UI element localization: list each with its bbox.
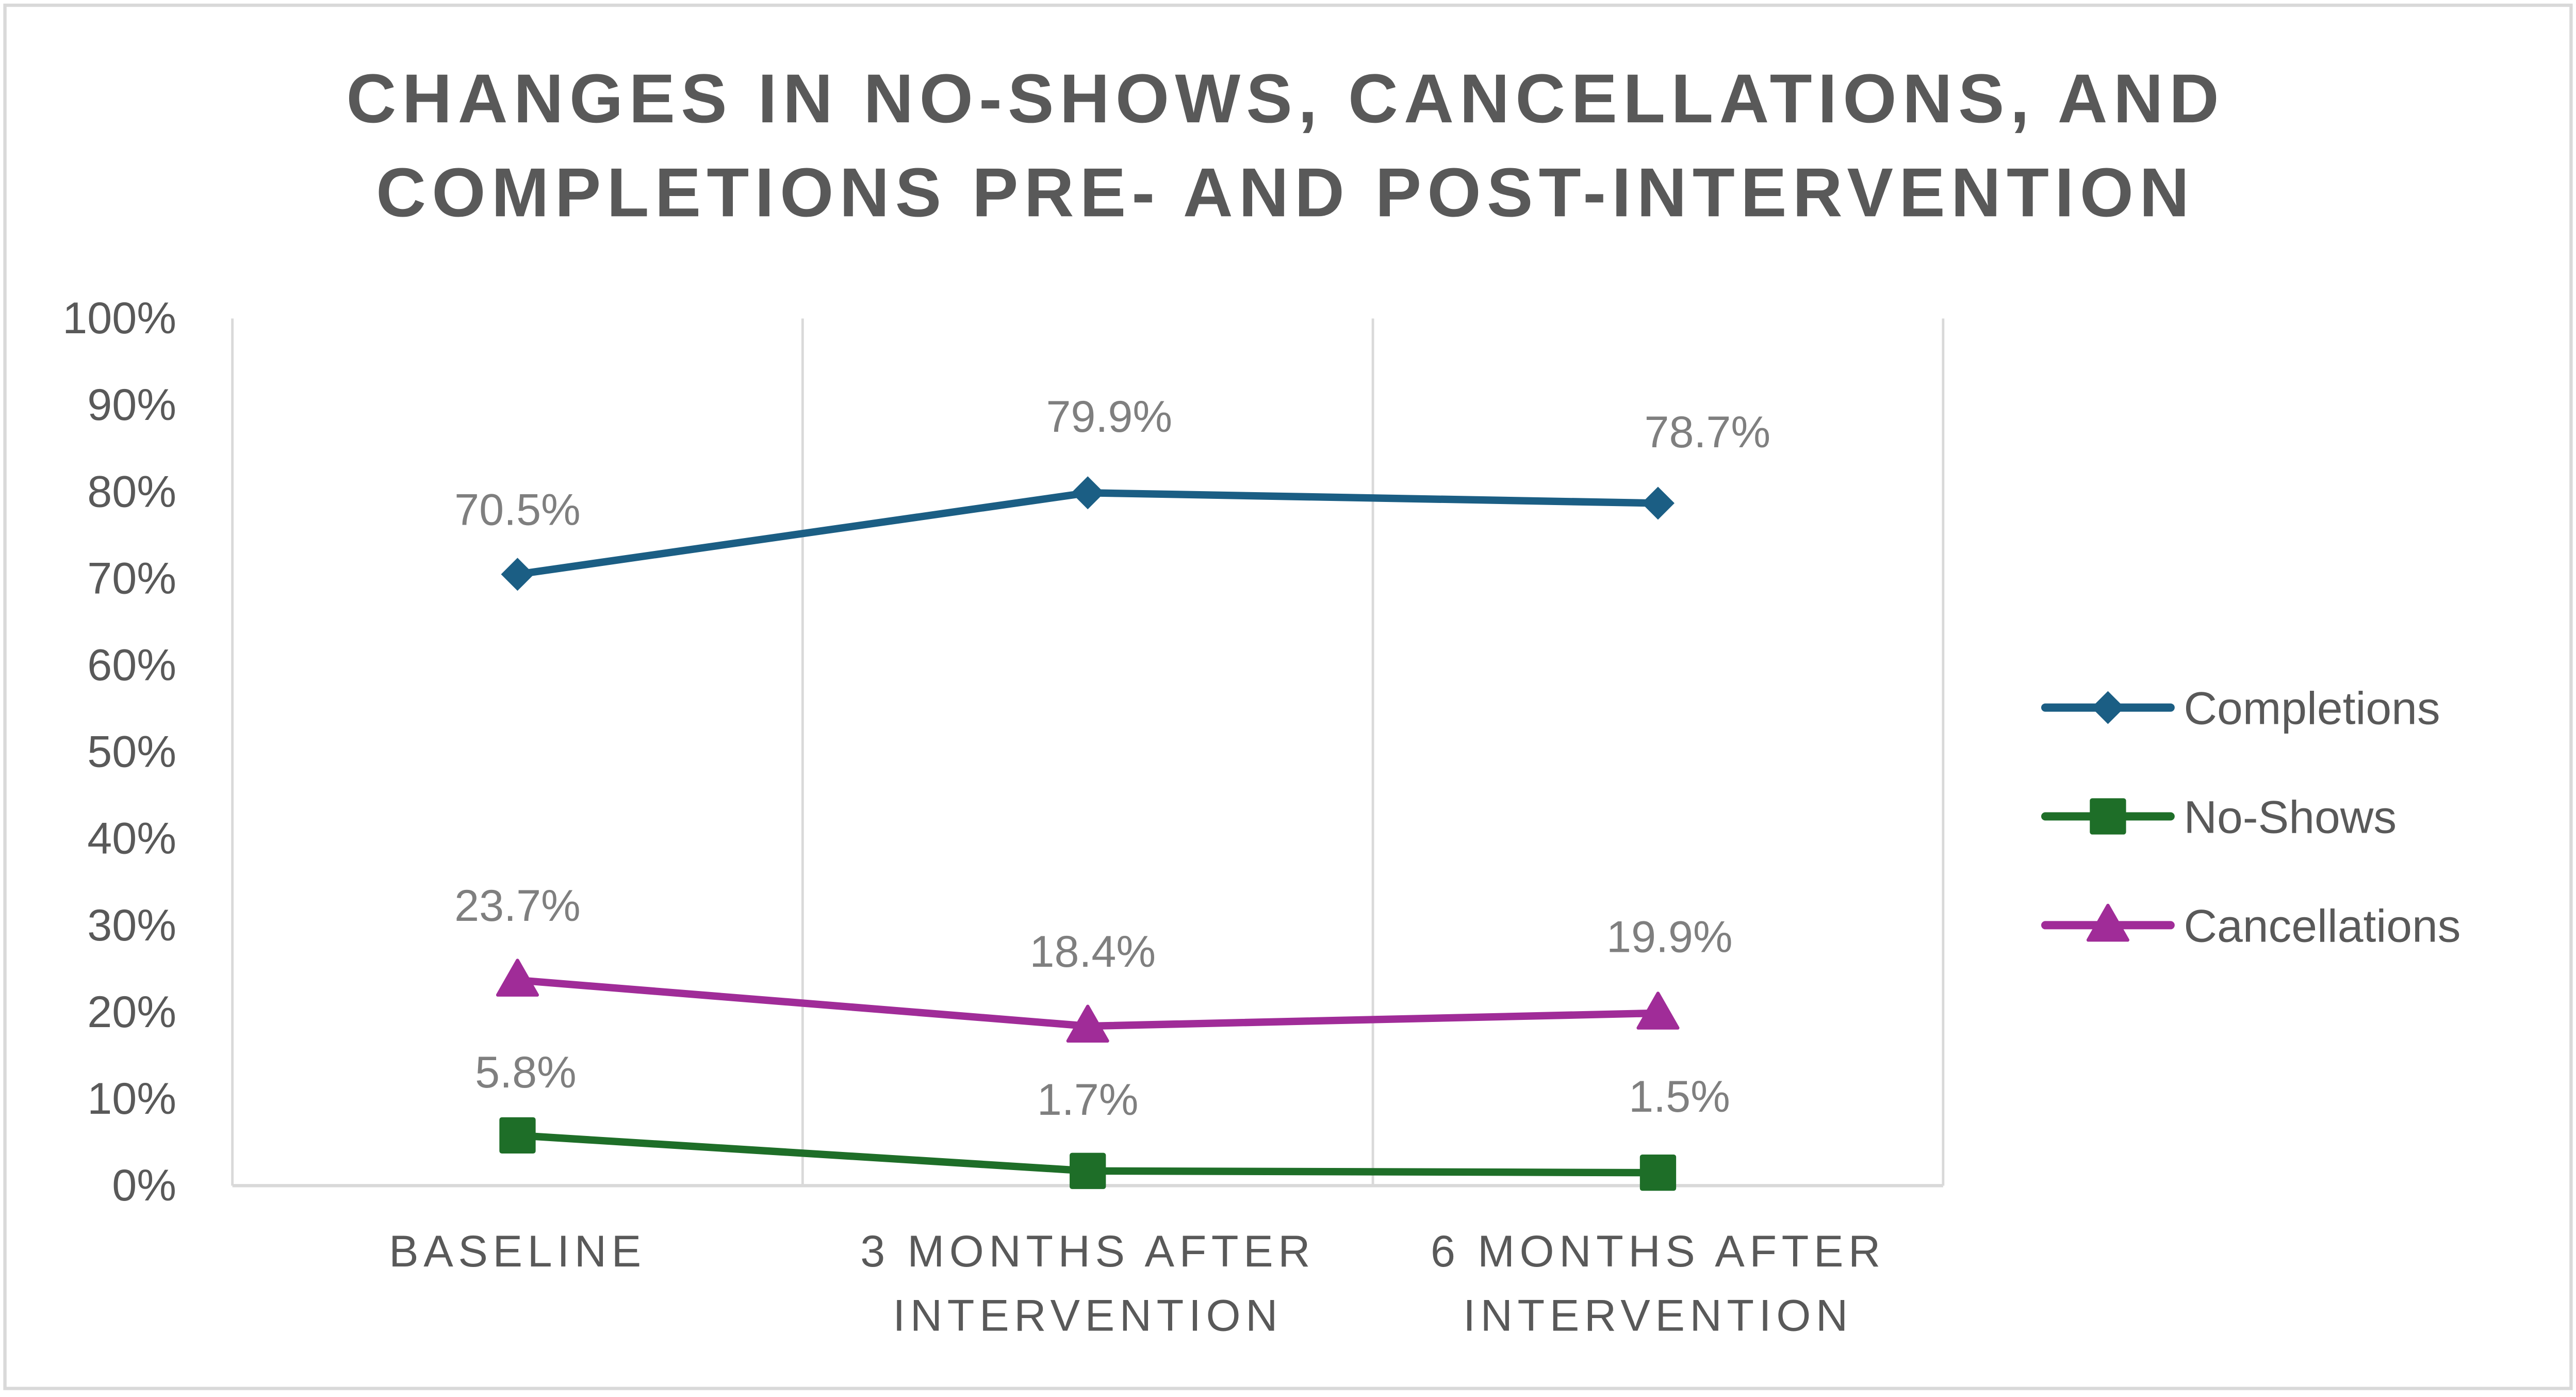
marker-square [2090, 798, 2126, 835]
y-tick-label: 80% [87, 467, 176, 516]
chart-border [3, 3, 2573, 1390]
marker-triangle [496, 959, 539, 997]
marker-triangle [2086, 903, 2129, 942]
marker-diamond [501, 558, 534, 591]
marker-square [1070, 1152, 1106, 1189]
data-label: 19.9% [1606, 913, 1733, 962]
y-axis: 0% 10% 20% 30% 40% 50% 60% 70% 80% 90% 100% [62, 294, 176, 1210]
data-label: 70.5% [454, 485, 581, 534]
data-labels: 70.5% 79.9% 78.7% 5.8% 1.7% 1.5% 23.7% 18.4% 19.… [454, 392, 1770, 1125]
y-tick-label: 0% [112, 1161, 176, 1210]
y-tick-label: 20% [87, 987, 176, 1037]
x-category-label: INTERVENTION [1463, 1291, 1853, 1341]
series-group [496, 476, 1680, 1191]
data-label: 5.8% [475, 1048, 577, 1097]
data-label: 1.7% [1037, 1075, 1139, 1125]
y-tick-label: 70% [87, 554, 176, 603]
legend-label: Completions [2184, 683, 2440, 734]
y-tick-label: 50% [87, 727, 176, 777]
data-label: 23.7% [454, 881, 581, 931]
y-tick-label: 40% [87, 814, 176, 864]
marker-diamond [1071, 476, 1105, 510]
x-category-label: INTERVENTION [893, 1291, 1283, 1341]
x-category-label: 6 MONTHS AFTER [1431, 1227, 1885, 1276]
y-tick-label: 90% [87, 380, 176, 430]
data-label: 1.5% [1629, 1072, 1730, 1122]
marker-triangle [1066, 1004, 1109, 1043]
y-tick-label: 60% [87, 641, 176, 690]
marker-square [1639, 1154, 1677, 1191]
legend-label: No-Shows [2184, 791, 2397, 842]
marker-triangle [1636, 992, 1680, 1030]
legend: Completions No-Shows Cancellations [2041, 683, 2461, 951]
marker-square [499, 1117, 536, 1154]
marker-diamond [2091, 691, 2125, 724]
legend-label: Cancellations [2184, 900, 2460, 951]
y-tick-label: 30% [87, 901, 176, 950]
data-label: 18.4% [1029, 927, 1156, 977]
x-category-label: 3 MONTHS AFTER [860, 1227, 1315, 1276]
y-tick-label: 100% [62, 294, 176, 343]
y-tick-label: 10% [87, 1074, 176, 1124]
x-category-label: BASELINE [389, 1227, 646, 1276]
chart-title-line-1: CHANGES IN NO-SHOWS, CANCELLATIONS, AND [346, 60, 2225, 137]
x-axis: BASELINE 3 MONTHS AFTER INTERVENTION 6 MONT… [389, 1227, 1885, 1341]
data-label: 79.9% [1046, 392, 1172, 442]
data-label: 78.7% [1645, 408, 1771, 457]
marker-diamond [1641, 486, 1675, 520]
chart-title-line-2: COMPLETIONS PRE- AND POST-INTERVENTION [376, 154, 2195, 231]
